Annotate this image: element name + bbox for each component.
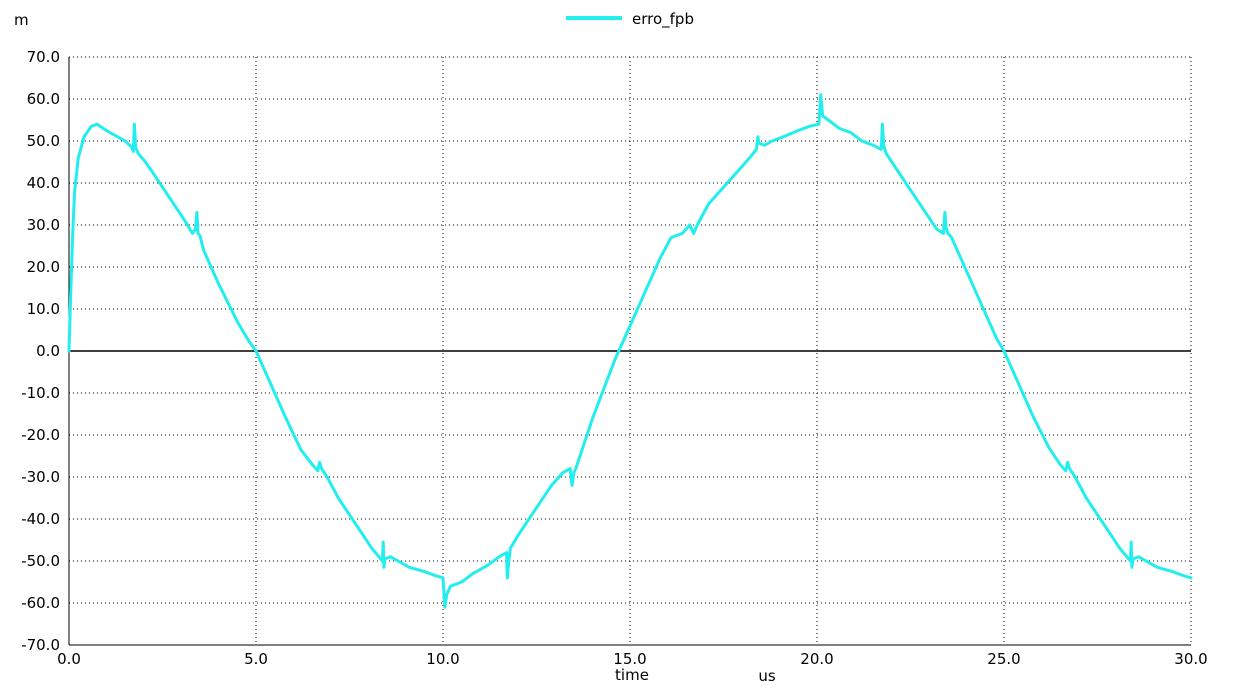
legend-label: erro_fpb (632, 10, 694, 29)
y-tick-label: 0.0 (36, 342, 60, 360)
y-tick-label: -50.0 (21, 552, 60, 570)
x-tick-label: 20.0 (800, 650, 833, 668)
y-tick-label: 60.0 (27, 90, 60, 108)
y-tick-label: -10.0 (21, 384, 60, 402)
y-tick-label: 20.0 (27, 258, 60, 276)
y-unit-label: m (14, 11, 29, 29)
y-tick-label: 50.0 (27, 132, 60, 150)
x-tick-label: 5.0 (244, 650, 268, 668)
y-tick-label: 40.0 (27, 174, 60, 192)
x-tick-label: 0.0 (57, 650, 81, 668)
x-axis-label: time (615, 666, 649, 684)
x-tick-label: 25.0 (987, 650, 1020, 668)
y-tick-label: -60.0 (21, 594, 60, 612)
x-unit-label: us (758, 667, 776, 685)
series-layer (67, 93, 1193, 609)
y-tick-label: 30.0 (27, 216, 60, 234)
legend[interactable]: erro_fpb (566, 10, 694, 29)
y-tick-label: 70.0 (27, 48, 60, 66)
x-tick-label: 30.0 (1174, 650, 1207, 668)
y-tick-label: -20.0 (21, 426, 60, 444)
x-tick-label: 10.0 (426, 650, 459, 668)
y-tick-label: 10.0 (27, 300, 60, 318)
y-tick-label: -30.0 (21, 468, 60, 486)
y-tick-labels: 70.0 60.0 50.0 40.0 30.0 20.0 10.0 0.0 -10.0 -20.… (21, 48, 60, 654)
series-line-erro_fpb (67, 93, 1193, 609)
y-tick-label: -40.0 (21, 510, 60, 528)
grid (69, 56, 1192, 645)
x-tick-labels: 0.0 5.0 10.0 15.0 20.0 25.0 30.0 (57, 650, 1208, 668)
x-tick-label: 15.0 (613, 650, 646, 668)
y-tick-label: -70.0 (21, 636, 60, 654)
